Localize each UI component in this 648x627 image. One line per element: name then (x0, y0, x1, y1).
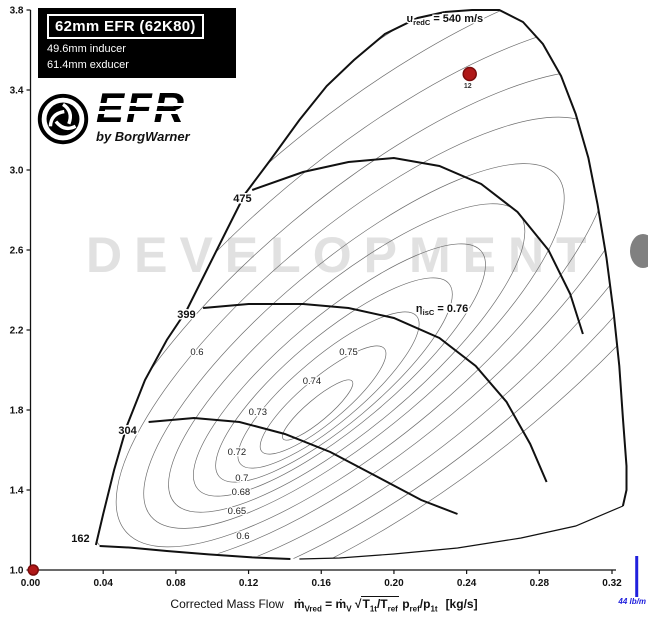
x-tick-label: 0.32 (602, 578, 622, 589)
p1t-symbol: /p (419, 597, 431, 611)
surge-line (94, 11, 446, 546)
pref-symbol: p (402, 597, 410, 611)
x-tick-label: 0.20 (384, 578, 404, 589)
efr-logo-text: EFR (94, 87, 190, 128)
speed-line-475 (251, 156, 584, 335)
max-speed-choke-line (444, 9, 628, 507)
watermark-logo-fragment (630, 234, 648, 268)
inducer-spec: 49.6mm inducer (47, 43, 126, 55)
efficiency-label-0.74: 0.74 (303, 376, 322, 387)
x-axis-units: [kg/s] (445, 597, 478, 611)
flow-limit-label: 44 lb/m (617, 597, 646, 606)
sqrt-symbol: √ (354, 597, 362, 611)
max-speed-annotation: uredC = 540 m/s (406, 13, 483, 27)
speed-label-162: 162 (71, 533, 89, 545)
map-bottom-boundary (299, 505, 624, 560)
efficiency-label-0.75: 0.75 (339, 347, 358, 358)
pref-subscript: ref (409, 604, 420, 614)
operating-point-12 (462, 66, 477, 82)
efficiency-contour-0.7 (168, 203, 526, 513)
x-tick-label: 0.12 (239, 578, 259, 589)
map-title-block: 62mm EFR (62K80) 49.6mm inducer 61.4mm e… (38, 8, 236, 78)
x-tick-label: 0.16 (312, 578, 332, 589)
efficiency-label-0.6: 0.6 (190, 347, 203, 358)
y-tick-label: 3.8 (10, 6, 24, 17)
tref-subscript: ref (387, 604, 398, 614)
y-tick-label: 3.4 (10, 86, 24, 97)
peak-efficiency-annotation: ηisC = 0.76 (416, 303, 468, 317)
p1t-subscript: 1t (430, 604, 438, 614)
speed-label-304: 304 (118, 425, 137, 437)
speed-label-399: 399 (177, 309, 195, 321)
equals-mdot: = ṁ (325, 597, 347, 611)
x-axis-title-text: Corrected Mass Flow (170, 597, 284, 611)
watermark-text: DEVELOPMENT (86, 227, 599, 283)
sqrt-contents: T1t/Tref (361, 596, 399, 614)
mdot-symbol: ṁ (293, 597, 305, 611)
mdot-subscript: Vred (304, 604, 322, 614)
x-tick-label: 0.24 (457, 578, 477, 589)
x-axis-title: Corrected Mass Flow ṁVred = ṁV √T1t/Tref… (0, 596, 648, 614)
y-tick-label: 1.8 (10, 406, 24, 417)
efficiency-label-0.65: 0.65 (228, 506, 247, 517)
borgwarner-logo-text: by BorgWarner (96, 128, 190, 144)
operating-point-1 (27, 564, 39, 576)
tref-symbol: /T (376, 597, 388, 611)
y-tick-label: 2.6 (10, 246, 24, 257)
efficiency-contour-0.75 (259, 345, 387, 455)
efficiency-label-0.7: 0.7 (235, 473, 248, 484)
efficiency-contour-0.74 (237, 311, 420, 469)
efficiency-label-0.72: 0.72 (228, 447, 247, 458)
mdot2-subscript: V (346, 604, 352, 614)
t1t-subscript: 1t (369, 604, 377, 614)
x-tick-label: 0.08 (166, 578, 186, 589)
x-tick-label: 0.28 (530, 578, 550, 589)
x-axis-formula: ṁVred = ṁV √T1t/Tref pref/p1t [kg/s] (293, 596, 478, 614)
y-tick-label: 2.2 (10, 326, 24, 337)
x-tick-label: 0.00 (21, 578, 41, 589)
compressor-wheel-icon (37, 93, 89, 145)
efficiency-contour-0.76 (282, 379, 354, 441)
efr-borgwarner-logo: EFR by BorgWarner (32, 87, 190, 150)
y-tick-label: 3.0 (10, 166, 24, 177)
efficiency-contour-0.72 (193, 243, 486, 497)
y-tick-label: 1.0 (10, 566, 24, 577)
t1t-symbol: T (362, 597, 370, 611)
speed-label-475: 475 (233, 193, 251, 205)
speed-line-304 (148, 416, 458, 515)
speed-line-162 (99, 545, 291, 560)
efficiency-label-0.73: 0.73 (249, 407, 268, 418)
operating-point-label: 12 (464, 83, 472, 90)
efficiency-label-0.6: 0.6 (236, 531, 249, 542)
efficiency-contour-0.73 (215, 277, 453, 483)
speed-line-399 (203, 303, 548, 483)
y-tick-label: 1.4 (10, 486, 24, 497)
map-title: 62mm EFR (62K80) (47, 14, 204, 39)
efficiency-contour-0.68 (143, 163, 565, 529)
x-tick-label: 0.04 (93, 578, 113, 589)
exducer-spec: 61.4mm exducer (47, 59, 129, 71)
efficiency-label-0.68: 0.68 (232, 487, 251, 498)
